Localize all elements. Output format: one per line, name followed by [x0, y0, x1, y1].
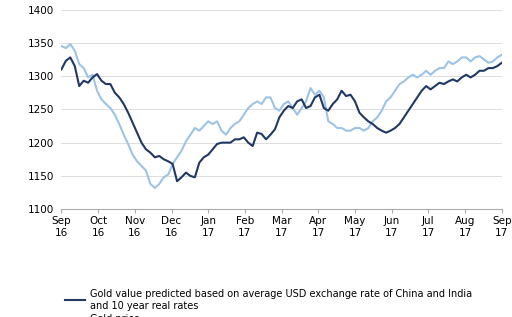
Legend: Gold value predicted based on average USD exchange rate of China and India
and 1: Gold value predicted based on average US… — [61, 285, 476, 317]
